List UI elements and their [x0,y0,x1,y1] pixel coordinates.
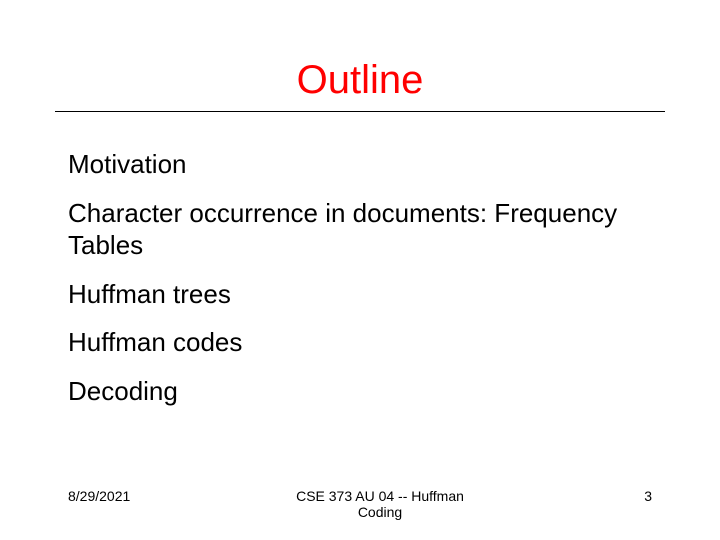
bullet-text: Character occurrence in documents: Frequ… [68,198,617,261]
bullet-item: Character occurrence in documents: Frequ… [68,197,652,262]
footer-course-line2: Coding [358,504,402,520]
slide-title: Outline [0,0,720,111]
slide: Outline Motivation Character occurrence … [0,0,720,540]
slide-content: Motivation Character occurrence in docum… [0,112,720,407]
bullet-item: Motivation [68,148,652,181]
footer-center: CSE 373 AU 04 -- Huffman Coding [168,488,592,520]
bullet-item: Huffman codes [68,326,652,359]
bullet-item: Huffman trees [68,278,652,311]
footer-course-line1: CSE 373 AU 04 -- Huffman [296,488,464,504]
footer-date: 8/29/2021 [68,488,168,504]
footer-page-number: 3 [592,488,652,504]
bullet-item: Decoding [68,375,652,408]
slide-footer: 8/29/2021 CSE 373 AU 04 -- Huffman Codin… [0,488,720,520]
